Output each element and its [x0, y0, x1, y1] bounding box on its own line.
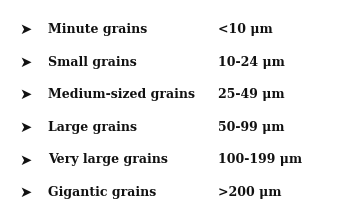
Text: Gigantic grains: Gigantic grains: [48, 186, 156, 199]
Text: ➤: ➤: [20, 55, 32, 70]
Text: <10 μm: <10 μm: [218, 23, 273, 36]
Text: ➤: ➤: [20, 152, 32, 167]
Text: Minute grains: Minute grains: [48, 23, 147, 36]
Text: 25-49 μm: 25-49 μm: [218, 88, 285, 101]
Text: ➤: ➤: [20, 87, 32, 102]
Text: Small grains: Small grains: [48, 56, 137, 69]
Text: ➤: ➤: [20, 22, 32, 37]
Text: Medium-sized grains: Medium-sized grains: [48, 88, 195, 101]
Text: ➤: ➤: [20, 185, 32, 200]
Text: >200 μm: >200 μm: [218, 186, 282, 199]
Text: 100-199 μm: 100-199 μm: [218, 153, 302, 167]
Text: Very large grains: Very large grains: [48, 153, 168, 167]
Text: Large grains: Large grains: [48, 121, 137, 134]
Text: 10-24 μm: 10-24 μm: [218, 56, 285, 69]
Text: 50-99 μm: 50-99 μm: [218, 121, 285, 134]
Text: ➤: ➤: [20, 120, 32, 135]
